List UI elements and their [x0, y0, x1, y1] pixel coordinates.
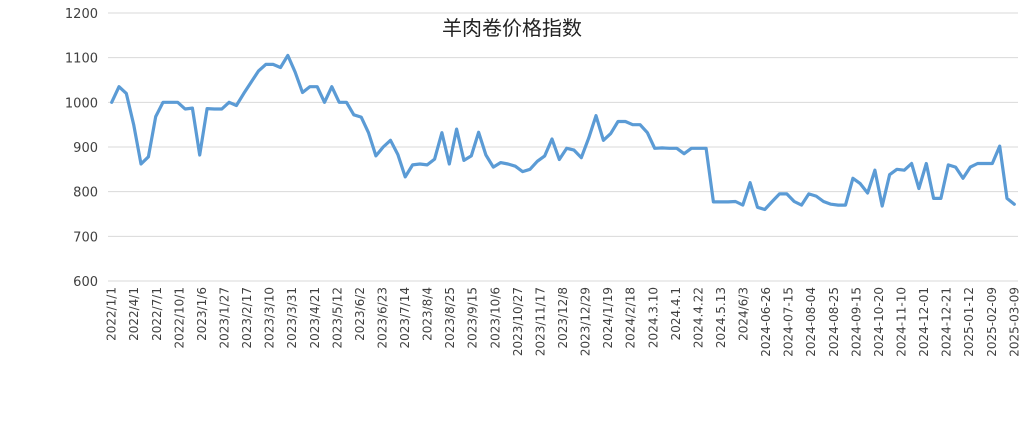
- x-tick-label: 2023/10/6: [488, 287, 502, 349]
- x-tick-label: 2023/7/14: [398, 287, 412, 349]
- grid-lines: [108, 12, 1018, 237]
- x-tick-label: 2024-12-01: [917, 287, 931, 357]
- x-tick-label: 2023/3/10: [263, 287, 277, 349]
- x-tick-label: 2024.3.10: [646, 287, 660, 348]
- x-tick-label: 2024.4.1: [669, 287, 683, 340]
- x-tick-label: 2024-10-20: [872, 287, 886, 357]
- x-tick-label: 2024/2/18: [624, 287, 638, 349]
- x-tick-label: 2023/11/17: [533, 287, 547, 356]
- x-tick-label: 2023/3/31: [285, 287, 299, 349]
- x-tick-label: 2023/6/2: [353, 287, 367, 341]
- series-layer: [110, 53, 1016, 212]
- x-tick-label: 2023/10/27: [511, 287, 525, 356]
- y-tick-label: 1100: [65, 52, 98, 67]
- x-tick-label: 2022/7/1: [150, 287, 164, 341]
- x-tick-label: 2023/6/23: [376, 287, 390, 349]
- x-tick-label: 2023/12/8: [556, 287, 570, 349]
- x-tick-label: 2023/2/17: [240, 287, 254, 349]
- y-tick-label: 1200: [65, 7, 98, 22]
- x-tick-label: 2024-12-21: [940, 287, 954, 357]
- chart-title: 羊肉卷价格指数: [442, 16, 582, 40]
- x-tick-label: 2023/9/15: [466, 287, 480, 349]
- y-tick-label: 800: [73, 186, 98, 201]
- x-tick-label: 2024.5.13: [714, 287, 728, 348]
- x-tick-label: 2024-08-25: [827, 287, 841, 357]
- x-axis-tick-labels: 2022/1/1 2022/4/1 2022/7/1 2022/10/1 2023/1/…: [105, 287, 1022, 357]
- y-tick-label: 700: [73, 230, 98, 245]
- x-tick-label: 2023/1/6: [195, 287, 209, 341]
- x-tick-label: 2023/8/4: [421, 287, 435, 341]
- y-tick-label: 600: [73, 275, 98, 290]
- x-tick-label: 2022/4/1: [127, 287, 141, 341]
- x-tick-label: 2023/5/12: [330, 287, 344, 349]
- x-tick-label: 2024-06-26: [759, 287, 773, 357]
- x-tick-label: 2024-07-15: [782, 287, 796, 357]
- x-tick-label: 2024-08-04: [804, 287, 818, 357]
- x-tick-label: 2025-03-09: [1007, 287, 1021, 357]
- x-tick-label: 2024-09-15: [849, 287, 863, 357]
- x-tick-label: 2025-02-09: [985, 287, 999, 357]
- series-line: [110, 53, 1016, 212]
- x-tick-label: 2024.4.22: [691, 287, 705, 348]
- x-tick-label: 2023/1/27: [218, 287, 232, 349]
- y-tick-label: 900: [73, 141, 98, 156]
- y-axis-tick-labels: 600 700 800 900 1000 1100 1200: [65, 7, 98, 290]
- x-tick-label: 2022/10/1: [172, 287, 186, 349]
- x-tick-label: 2024/6/3: [737, 287, 751, 341]
- x-tick-label: 2025-01-12: [962, 287, 976, 357]
- y-tick-label: 1000: [65, 96, 98, 111]
- x-tick-label: 2023/4/21: [308, 287, 322, 349]
- x-tick-label: 2024/1/19: [601, 287, 615, 349]
- x-tick-label: 2022/1/1: [105, 287, 119, 341]
- x-tick-label: 2023/12/29: [579, 287, 593, 356]
- x-tick-label: 2024-11-10: [895, 287, 909, 357]
- x-tick-label: 2023/8/25: [443, 287, 457, 349]
